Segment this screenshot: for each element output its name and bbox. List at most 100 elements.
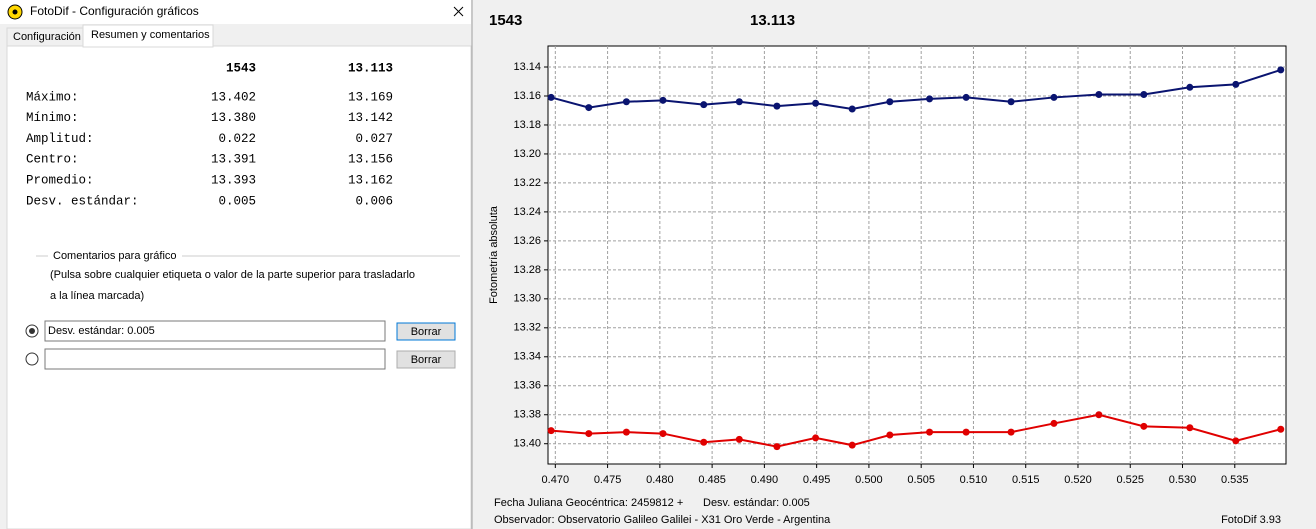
series-heading: 13.113	[750, 12, 795, 29]
row-label: Mínimo:	[26, 111, 79, 125]
tab-label[interactable]: Configuración	[13, 31, 81, 43]
text-input[interactable]	[44, 320, 386, 342]
row-value: 0.022	[218, 132, 256, 146]
row-label: Centro:	[26, 153, 79, 167]
row-value: 0.027	[355, 132, 393, 146]
x-tick-label: 0.470	[542, 474, 570, 486]
row-value: 0.006	[355, 194, 393, 208]
row-value: 13.142	[348, 111, 393, 125]
plot: 13.14 13.16 13.18 13.20 13.22 13.24 13.26 13.28…	[513, 46, 1286, 486]
y-tick-label: 13.22	[513, 177, 541, 189]
point	[812, 99, 820, 107]
point	[962, 428, 970, 436]
point	[1095, 91, 1103, 99]
point	[926, 95, 934, 103]
y-tick-label: 13.18	[513, 119, 541, 131]
point	[848, 105, 856, 113]
point	[1186, 83, 1194, 91]
x-tick-label: 0.490	[751, 474, 779, 486]
button[interactable]	[396, 322, 456, 341]
point	[547, 427, 555, 435]
row-label: Amplitud:	[26, 132, 94, 146]
point	[926, 428, 934, 436]
x-tick-label: 0.500	[855, 474, 883, 486]
radio[interactable]	[25, 352, 39, 366]
y-tick-label: 13.14	[513, 61, 541, 73]
point	[1277, 66, 1285, 74]
point	[1186, 424, 1194, 432]
tab-label[interactable]: Resumen y comentarios	[91, 29, 210, 41]
point	[773, 443, 781, 451]
point	[622, 428, 630, 436]
row-label: Desv. estándar:	[26, 194, 139, 208]
series-heading: 1543	[489, 12, 522, 29]
footer-date: Fecha Juliana Geocéntrica: 2459812 +	[494, 497, 683, 509]
x-tick-label: 0.505	[907, 474, 935, 486]
text-input[interactable]	[44, 348, 386, 370]
y-tick-label: 13.28	[513, 264, 541, 276]
point	[547, 93, 555, 101]
point	[735, 435, 743, 443]
x-tick-label: 0.525	[1116, 474, 1144, 486]
point	[1232, 437, 1240, 445]
point	[585, 104, 593, 112]
point	[1140, 422, 1148, 430]
point	[735, 98, 743, 106]
point	[848, 441, 856, 449]
point	[962, 93, 970, 101]
column-header: 1543	[226, 61, 256, 75]
y-tick-label: 13.20	[513, 148, 541, 160]
x-tick-label: 0.520	[1064, 474, 1092, 486]
button[interactable]	[396, 350, 456, 369]
column-header: 13.113	[348, 61, 393, 75]
y-tick-label: 13.36	[513, 380, 541, 392]
row-value: 13.156	[348, 153, 393, 167]
y-tick-label: 13.38	[513, 409, 541, 421]
point	[700, 101, 708, 109]
point	[1050, 93, 1058, 101]
button-label[interactable]: Borrar	[411, 354, 442, 366]
plot-area	[547, 45, 1287, 465]
point	[886, 431, 894, 439]
y-tick-label: 13.32	[513, 322, 541, 334]
row-value: 13.402	[211, 90, 256, 104]
x-tick-label: 0.535	[1221, 474, 1249, 486]
comment-entries: Desv. estándar: 0.005 Borrar Borrar	[25, 320, 456, 370]
input-text[interactable]: Desv. estándar: 0.005	[48, 325, 155, 337]
close-button[interactable]	[453, 6, 464, 17]
window-title: FotoDif - Configuración gráficos	[30, 4, 199, 18]
row-label: Promedio:	[26, 173, 94, 187]
point	[773, 102, 781, 110]
point	[886, 98, 894, 106]
point	[812, 434, 820, 442]
row-value: 13.393	[211, 173, 256, 187]
x-tick-label: 0.475	[594, 474, 622, 486]
hint: (Pulsa sobre cualquier etiqueta o valor …	[50, 269, 415, 281]
footer-observer: Observador: Observatorio Galileo Galilei…	[494, 514, 831, 526]
point	[659, 96, 667, 104]
point	[1095, 411, 1103, 419]
footer-version: FotoDif 3.93	[1221, 514, 1281, 526]
button-label[interactable]: Borrar	[411, 326, 442, 338]
tab-selected[interactable]	[82, 24, 214, 48]
row-label: Máximo:	[26, 90, 79, 104]
x-tick-label: 0.530	[1169, 474, 1197, 486]
point	[1007, 428, 1015, 436]
radio-dot[interactable]	[29, 328, 35, 334]
group-title: Comentarios para gráfico	[53, 250, 177, 262]
y-axis-label: Fotometría absoluta	[488, 205, 500, 304]
tab-panel	[6, 45, 472, 529]
point	[1140, 91, 1148, 99]
x-tick-label: 0.510	[960, 474, 988, 486]
x-tick-label: 0.515	[1012, 474, 1040, 486]
row-value: 13.380	[211, 111, 256, 125]
point	[1007, 98, 1015, 106]
y-tick-label: 13.30	[513, 293, 541, 305]
point	[622, 98, 630, 106]
row-value: 13.162	[348, 173, 393, 187]
point	[585, 430, 593, 438]
row-value: 13.169	[348, 90, 393, 104]
y-tick-label: 13.34	[513, 351, 541, 363]
point	[1232, 80, 1240, 88]
